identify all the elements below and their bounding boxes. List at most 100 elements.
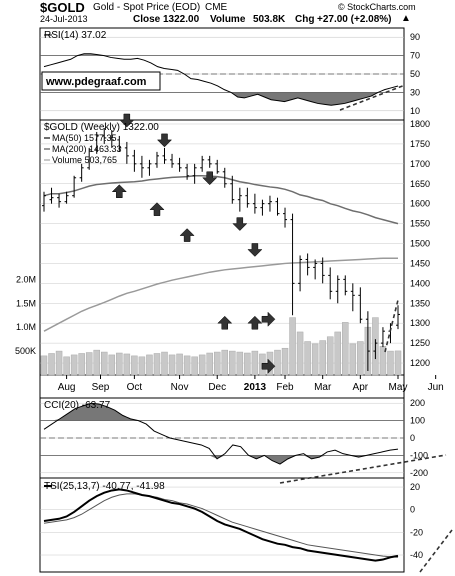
tsi-tick-label: 20 [410, 482, 420, 492]
rsi-title: RSI(14) 37.02 [44, 30, 107, 41]
price-legend-entry: MA(50) 1577.35 [52, 133, 117, 143]
volume-bar [63, 356, 70, 376]
volume-bar [296, 331, 304, 376]
ohlc-bar [185, 163, 190, 180]
ohlc-bar [102, 127, 107, 144]
volume-bar [191, 356, 198, 376]
price-tick-label: 1300 [410, 318, 430, 328]
x-tick-label: Jun [428, 382, 444, 393]
volume-tick-label: 2.0M [16, 274, 36, 284]
volume-bar [101, 351, 108, 376]
rsi-tick-label: 30 [410, 87, 420, 97]
cci-tick-label: 100 [410, 416, 425, 426]
ohlc-bar [57, 193, 62, 208]
volume-bar [304, 341, 311, 376]
volume-bar [108, 354, 116, 376]
ohlc-bar [320, 257, 325, 284]
rsi-line [43, 53, 399, 106]
ohlc-bar [298, 255, 303, 292]
signal-arrow-icon [232, 217, 248, 231]
volume-bar [357, 341, 364, 376]
rsi-tick-label: 50 [410, 69, 420, 79]
ohlc-bar [192, 163, 197, 184]
volume-bar [161, 351, 168, 376]
ohlc-bar [215, 159, 220, 174]
ohlc-bar [49, 187, 54, 204]
volume-bar [70, 354, 78, 376]
signal-arrow-icon [156, 133, 173, 148]
ohlc-bar [350, 283, 355, 312]
rsi-tick-label: 90 [410, 32, 420, 42]
cci-line [43, 402, 399, 465]
volume-bar [146, 354, 153, 376]
volume-bar [311, 343, 319, 376]
watermark-box [41, 71, 161, 91]
signal-arrow-icon [149, 202, 165, 216]
ohlc-bar [87, 147, 92, 170]
price-title: $GOLD (Weekly) 1322.00 [44, 122, 159, 133]
cci-tick-label: 0 [410, 433, 415, 443]
ohlc-bar [94, 131, 99, 154]
close-label: Close [133, 14, 161, 25]
tsi-tick-label: -40 [410, 550, 423, 560]
volume-tick-label: 500K [15, 346, 36, 356]
volume-bar [198, 354, 206, 376]
signal-arrow-icon [261, 311, 276, 327]
x-tick-label: Oct [127, 382, 143, 393]
ohlc-bar [328, 267, 333, 300]
price-tick-label: 1350 [410, 298, 430, 308]
ohlc-bar [132, 149, 137, 172]
x-tick-label: Aug [58, 382, 76, 393]
ohlc-bar [275, 197, 280, 216]
volume-bar [281, 347, 289, 376]
x-tick-label: 2013 [244, 382, 267, 393]
volume-bar [176, 353, 183, 376]
tsi-line [43, 488, 399, 562]
brand: © StockCharts.com [338, 2, 416, 12]
price-tick-label: 1750 [410, 139, 430, 149]
volume-bar [183, 355, 191, 376]
ohlc-bar [373, 339, 378, 360]
price-tick-label: 1450 [410, 258, 430, 268]
ohlc-bar [147, 159, 152, 176]
signal-arrow-icon [217, 315, 233, 330]
volume-tick-label: 1.5M [16, 298, 36, 308]
price-tick-label: 1250 [410, 338, 430, 348]
price-tick-label: 1800 [410, 119, 430, 129]
ohlc-bar [207, 155, 212, 168]
tsi-signal-line [43, 493, 399, 558]
volume-bar [251, 350, 259, 376]
chg-label: Chg [295, 14, 315, 25]
tsi-title: TSI(25,13,7) -40.77, -41.98 [44, 481, 165, 492]
volume-bar [168, 354, 176, 376]
x-tick-label: May [389, 382, 408, 393]
volume-bar [93, 349, 100, 376]
volume-bar [244, 352, 251, 376]
volume-bar [236, 351, 244, 376]
price-legend-entry: MA(200) 1463.33 [52, 144, 122, 154]
quote-date: 24-Jul-2013 [40, 14, 88, 24]
ohlc-bar [283, 207, 288, 228]
tsi-tick-label: 0 [410, 505, 415, 515]
chg-value: +27.00 (+2.08%) [317, 14, 392, 25]
ohlc-bar [230, 175, 235, 204]
volume-bar [334, 331, 341, 376]
x-tick-label: Apr [353, 382, 369, 393]
volume-bar [116, 352, 123, 376]
volume-bar [55, 350, 63, 376]
ohlc-bar [305, 253, 310, 276]
cci-tick-label: -100 [410, 450, 428, 460]
ohlc-bar [170, 153, 175, 168]
ohlc-bar [200, 155, 205, 172]
volume-bar [78, 353, 85, 376]
ma50-line [43, 175, 399, 225]
ohlc-bar [72, 175, 77, 198]
volume-bar [153, 353, 161, 376]
ohlc-bar [154, 151, 159, 168]
ohlc-bar [117, 135, 122, 152]
panel-frame-tsi [39, 477, 405, 573]
price-tick-label: 1700 [410, 159, 430, 169]
volume-bar [131, 355, 138, 376]
ohlc-bar [365, 311, 370, 372]
